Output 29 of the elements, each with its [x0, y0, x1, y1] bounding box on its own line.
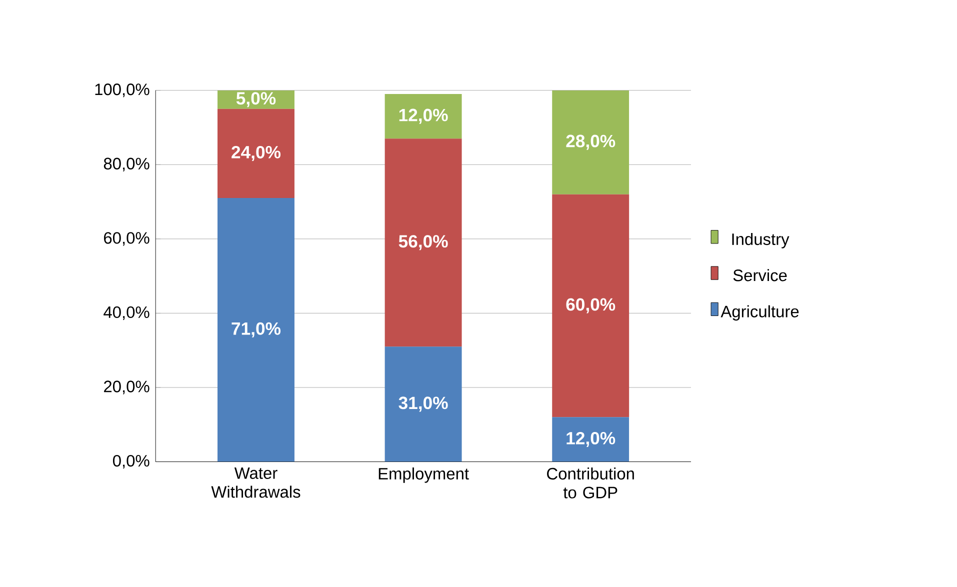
legend-label: Industry [732, 232, 790, 248]
y-tick-label: 60,0% [104, 232, 150, 246]
data-label: 5,0% [236, 92, 276, 108]
bar [384, 346, 462, 462]
data-label: 28,0% [566, 134, 616, 150]
legend-label: Service [733, 269, 787, 282]
y-tick-label: 80,0% [104, 158, 150, 172]
data-label: 71,0% [232, 322, 281, 338]
data-label: 24,0% [232, 146, 281, 161]
bar [218, 108, 294, 198]
y-tick-label: 20,0% [104, 380, 150, 394]
x-tick-label: Water Withdrawals [211, 467, 300, 498]
data-label: 56,0% [398, 234, 448, 250]
x-tick-label: Contribution to GDP [547, 467, 634, 498]
data-label: 12,0% [399, 108, 448, 124]
bar [552, 417, 630, 462]
y-tick-label: 40,0% [104, 306, 150, 320]
x-tick-label: Employment [378, 467, 469, 483]
bar [218, 198, 294, 462]
bar [552, 90, 630, 194]
data-label: 31,0% [398, 396, 448, 412]
y-tick-label: 0,0% [113, 454, 150, 468]
bar [552, 194, 630, 418]
legend-label: Agriculture [720, 305, 799, 320]
bar [384, 138, 462, 347]
data-label: 12,0% [566, 432, 616, 447]
bar [384, 94, 462, 139]
y-tick-label: 100,0% [95, 83, 150, 98]
data-label: 60,0% [566, 298, 616, 314]
